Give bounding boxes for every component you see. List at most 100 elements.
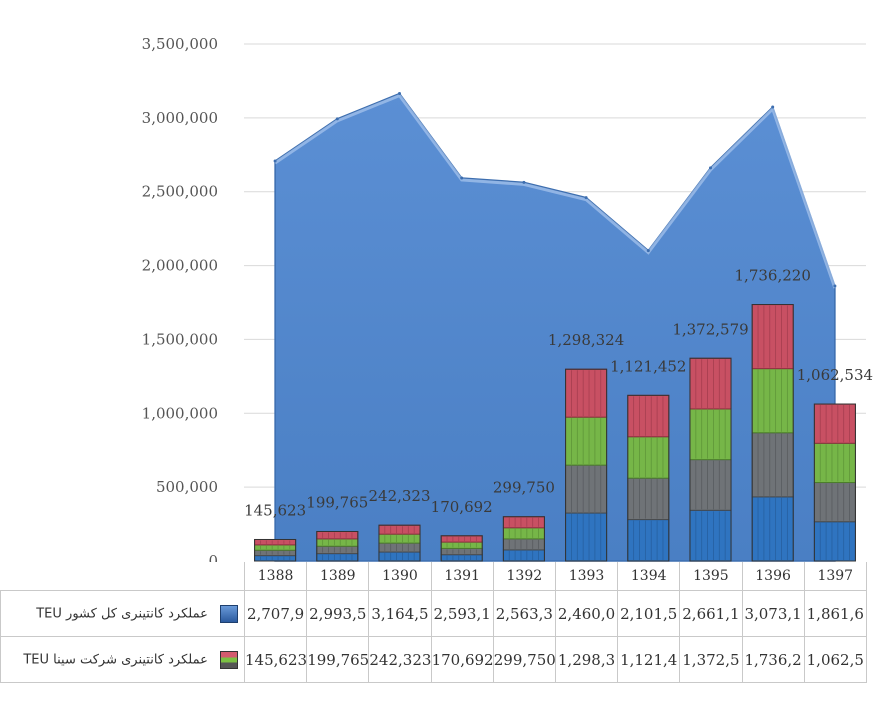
legend-bar: عملکرد کانتینری شرکت سینا TEU	[0, 636, 245, 683]
data-label: 199,765	[306, 493, 368, 511]
area-point	[709, 166, 712, 170]
bar	[378, 524, 421, 562]
bar-segment	[565, 512, 608, 562]
bar-segment	[565, 416, 608, 466]
table-cell: 1,298,3	[554, 636, 619, 683]
area-point	[398, 92, 401, 96]
table-cell: 3,073,1	[741, 590, 805, 637]
data-label: 1,298,324	[548, 331, 624, 349]
table-cell: 1,736,2	[741, 636, 805, 683]
y-tick-label: 500,000	[156, 478, 218, 496]
table-cell: 1,372,5	[679, 636, 743, 683]
category-label: 1390	[368, 562, 432, 591]
table-cell: 2,593,1	[430, 590, 494, 637]
y-tick-label: 0	[208, 552, 218, 562]
category-label: 1393	[554, 562, 619, 591]
blue-area-swatch-icon	[220, 604, 238, 623]
category-label: 1396	[741, 562, 805, 591]
area-point	[335, 117, 339, 121]
data-table: 1388 1389 1390 1391 1392 1393 1394 1395 1396 1397…	[0, 562, 867, 683]
data-label: 1,372,579	[672, 320, 748, 338]
table-cell: 2,661,1	[679, 590, 743, 637]
y-tick-label: 1,000,000	[142, 404, 218, 422]
area-point	[460, 176, 464, 180]
bar-outline	[565, 368, 608, 562]
bar-segment	[751, 432, 794, 498]
category-label: 1392	[492, 562, 556, 591]
table-cell: 1,062,5	[803, 636, 867, 683]
bar-segment	[627, 394, 670, 438]
area-point	[771, 105, 775, 109]
bar-outline	[440, 535, 483, 562]
table-cell: 1,121,4	[617, 636, 681, 683]
bar-segment	[751, 368, 794, 434]
table-cell: 199,765	[306, 636, 370, 683]
data-label: 299,750	[493, 479, 555, 497]
data-label: 1,062,534	[797, 366, 873, 384]
table-cell: 2,707,9	[243, 590, 308, 637]
bar-segment	[689, 509, 732, 562]
table-cell: 2,101,5	[617, 590, 681, 637]
table-cell: 2,460,0	[554, 590, 619, 637]
category-label: 1389	[306, 562, 370, 591]
container-stack-swatch-icon	[220, 650, 238, 669]
area-series	[274, 92, 836, 562]
bar-outline	[254, 538, 297, 562]
y-tick-label: 3,000,000	[142, 109, 218, 127]
data-label: 242,323	[368, 487, 430, 505]
data-label: 145,623	[244, 501, 306, 519]
bar	[565, 368, 608, 562]
category-label: 1391	[430, 562, 494, 591]
data-label: 1,736,220	[735, 267, 811, 285]
bar	[440, 535, 483, 562]
y-tick-label: 2,500,000	[142, 183, 218, 201]
bar-segment	[813, 442, 856, 484]
y-tick-label: 2,000,000	[142, 257, 218, 275]
area-point	[833, 284, 837, 288]
bar	[751, 304, 794, 562]
bar-outline	[813, 403, 856, 562]
area-point	[584, 196, 588, 200]
bar	[254, 538, 297, 562]
bar-segment	[627, 436, 670, 479]
bar-outline	[689, 357, 732, 562]
bar-outline	[316, 530, 359, 562]
table-cell: 145,623	[243, 636, 308, 683]
bar	[627, 394, 670, 562]
table-row: عملکرد کانتینری شرکت سینا TEU 145,623 199…	[0, 636, 867, 683]
data-label: 170,692	[431, 498, 493, 516]
bar	[502, 516, 545, 562]
legend-bar-label: عملکرد کانتینری شرکت سینا TEU	[23, 652, 208, 667]
y-tick-label: 3,500,000	[142, 35, 218, 53]
bar	[316, 530, 359, 562]
category-label: 1397	[803, 562, 867, 591]
table-cell: 242,323	[368, 636, 432, 683]
legend-area-label: عملکرد کانتینری کل کشور TEU	[36, 606, 208, 621]
table-cell: 299,750	[492, 636, 556, 683]
bar-outline	[502, 516, 545, 562]
bar-outline	[751, 304, 794, 562]
table-cell: 2,563,3	[492, 590, 556, 637]
category-row: 1388 1389 1390 1391 1392 1393 1394 1395 1396 1397	[1, 562, 867, 591]
chart: 0 500,000 1,000,000 1,500,000 2,000,000 2,500…	[142, 35, 873, 562]
category-label: 1388	[243, 562, 308, 591]
area-point	[273, 159, 277, 163]
category-label: 1394	[617, 562, 681, 591]
bar-outline	[378, 524, 421, 562]
area-highlight	[274, 93, 837, 289]
table-cell: 1,861,6	[803, 590, 867, 637]
table-row: عملکرد کانتینری کل کشور TEU 2,707,9 2,993…	[0, 590, 867, 637]
area-point	[646, 249, 650, 253]
data-label: 1,121,452	[610, 357, 686, 375]
table-cell: 170,692	[430, 636, 494, 683]
area-point	[522, 180, 526, 184]
y-tick-label: 1,500,000	[142, 330, 218, 348]
category-label: 1395	[679, 562, 743, 591]
bar-outline	[627, 394, 670, 562]
table-cell: 2,993,5	[306, 590, 370, 637]
bar	[813, 403, 856, 562]
legend-area: عملکرد کانتینری کل کشور TEU	[0, 590, 245, 637]
table-corner	[1, 562, 245, 591]
bar	[689, 357, 732, 562]
table-cell: 3,164,5	[368, 590, 432, 637]
